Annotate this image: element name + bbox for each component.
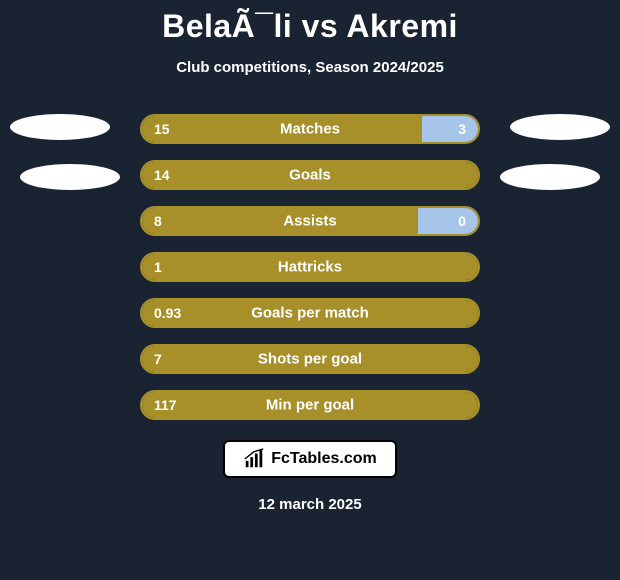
- stat-row: 15 Matches 3: [0, 114, 620, 144]
- stat-label: Assists: [283, 213, 336, 230]
- stat-bar-goals-per-match: 0.93 Goals per match: [140, 298, 480, 328]
- stat-value-left: 1: [154, 259, 162, 275]
- chart-icon: [243, 448, 265, 470]
- stat-bar-hattricks: 1 Hattricks: [140, 252, 480, 282]
- stat-bar-matches: 15 Matches 3: [140, 114, 480, 144]
- stat-row: 117 Min per goal: [0, 390, 620, 420]
- stat-row: 14 Goals: [0, 160, 620, 190]
- brand-link[interactable]: FcTables.com: [223, 440, 397, 478]
- stat-label: Matches: [280, 121, 340, 138]
- stat-bar-goals: 14 Goals: [140, 160, 480, 190]
- stat-row: 7 Shots per goal: [0, 344, 620, 374]
- bar-left: [142, 208, 418, 234]
- bar-right: [418, 208, 478, 234]
- bar-right: [422, 116, 478, 142]
- stat-row: 1 Hattricks: [0, 252, 620, 282]
- page-subtitle: Club competitions, Season 2024/2025: [176, 59, 444, 76]
- stat-label: Min per goal: [266, 397, 354, 414]
- stats-area: 15 Matches 3 14 Goals 8 Assists 0: [0, 114, 620, 420]
- date-label: 12 march 2025: [258, 496, 361, 513]
- stat-value-right: 3: [458, 121, 466, 137]
- stat-label: Shots per goal: [258, 351, 362, 368]
- stat-bar-assists: 8 Assists 0: [140, 206, 480, 236]
- stat-value-left: 7: [154, 351, 162, 367]
- stat-label: Goals: [289, 167, 331, 184]
- stat-value-left: 0.93: [154, 305, 181, 321]
- stat-label: Hattricks: [278, 259, 342, 276]
- page-title: BelaÃ¯li vs Akremi: [162, 8, 458, 45]
- stat-value-left: 14: [154, 167, 170, 183]
- stat-row: 0.93 Goals per match: [0, 298, 620, 328]
- brand-text: FcTables.com: [271, 450, 377, 468]
- stat-value-left: 15: [154, 121, 170, 137]
- stat-value-left: 117: [154, 397, 177, 413]
- stat-value-right: 0: [458, 213, 466, 229]
- stat-row: 8 Assists 0: [0, 206, 620, 236]
- comparison-widget: BelaÃ¯li vs Akremi Club competitions, Se…: [0, 0, 620, 580]
- stat-value-left: 8: [154, 213, 162, 229]
- stat-label: Goals per match: [251, 305, 369, 322]
- stat-bar-min-per-goal: 117 Min per goal: [140, 390, 480, 420]
- stat-bar-shots-per-goal: 7 Shots per goal: [140, 344, 480, 374]
